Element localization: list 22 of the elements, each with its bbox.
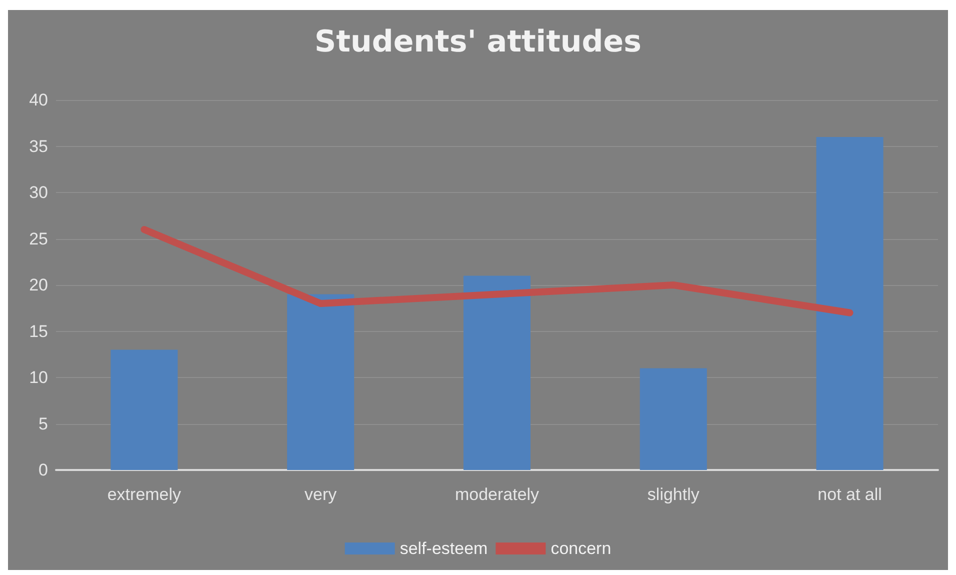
y-tick-label: 5	[38, 414, 48, 434]
x-tick-label: very	[304, 485, 338, 504]
bar	[287, 294, 354, 470]
y-tick-label: 20	[29, 276, 48, 294]
y-tick-label: 0	[38, 460, 48, 480]
y-tick-label: 10	[29, 368, 48, 387]
x-tick-label: moderately	[454, 485, 540, 504]
x-tick-label: extremely	[107, 485, 182, 504]
bar	[640, 368, 707, 470]
y-tick-label: 25	[29, 229, 48, 248]
y-tick-label: 40	[29, 90, 48, 110]
x-tick-label: not at all	[818, 485, 882, 504]
bar	[816, 137, 884, 470]
chart-title: Students' attitudes	[314, 24, 642, 60]
legend-label: self-esteem	[400, 539, 488, 558]
legend-label: concern	[550, 539, 612, 558]
x-tick-label: slightly	[647, 485, 700, 504]
y-tick-label: 15	[29, 322, 48, 341]
y-tick-label: 30	[29, 183, 48, 202]
y-tick-label: 35	[29, 136, 48, 156]
bar	[463, 276, 531, 470]
bar	[110, 350, 178, 470]
